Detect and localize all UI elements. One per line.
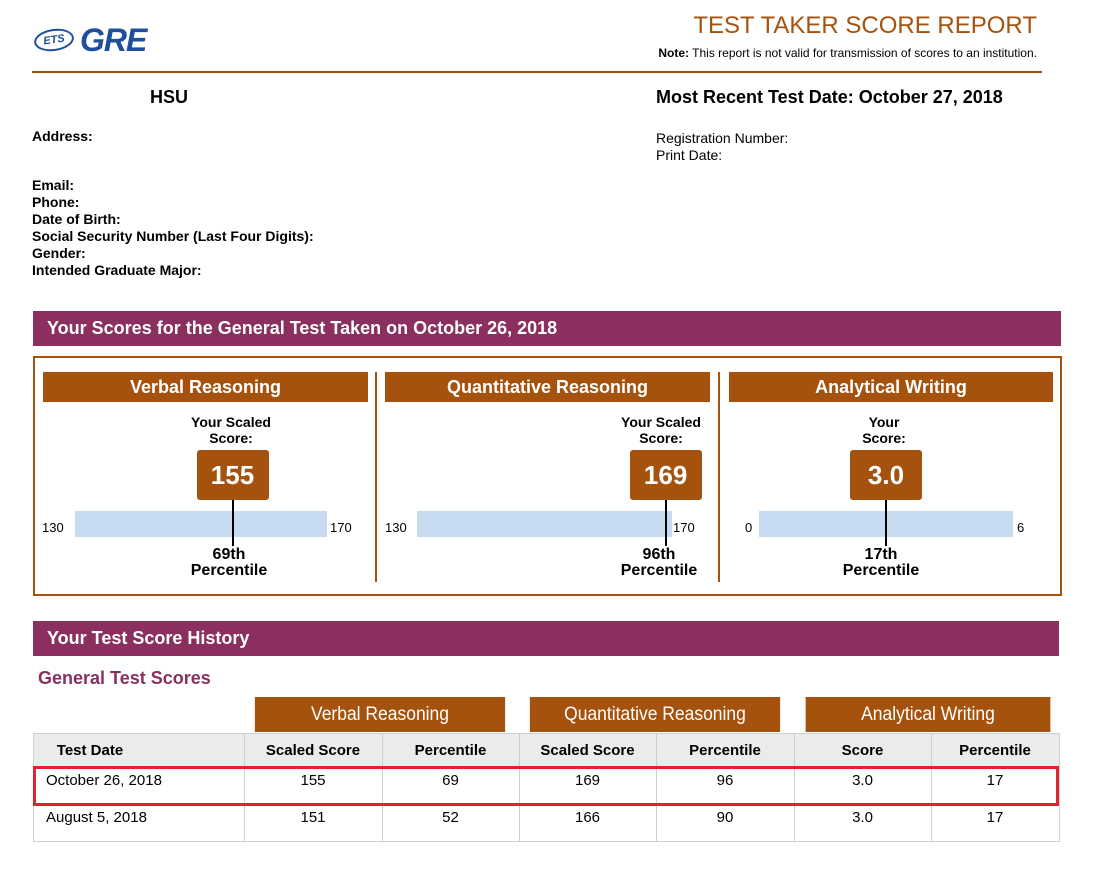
column-header-writing-percentile: Percentile xyxy=(959,741,1031,759)
score-label-line: Your Scaled xyxy=(621,414,701,430)
row-writing-percentile: 17 xyxy=(986,771,1004,789)
ets-gre-logo: ETS GRE xyxy=(32,21,147,58)
writing-score-label: Your Score: xyxy=(834,414,934,446)
row-verbal-percentile: 52 xyxy=(442,808,459,826)
section-divider xyxy=(375,372,377,582)
column-header-verbal-scaled: Scaled Score xyxy=(265,741,361,759)
column-divider xyxy=(656,734,657,841)
highlighted-row-outline xyxy=(33,766,1059,806)
verbal-scale-min: 130 xyxy=(42,520,64,535)
score-history-table: Test Date Scaled Score Percentile Scaled… xyxy=(33,733,1060,842)
verbal-score-marker xyxy=(231,500,234,546)
score-label-line: Your Scaled xyxy=(191,414,271,430)
address-label: Address: xyxy=(32,128,93,144)
row-quant-scaled: 169 xyxy=(574,771,601,789)
row-verbal-scaled: 155 xyxy=(300,771,326,789)
verbal-scale-max: 170 xyxy=(330,520,352,535)
column-divider xyxy=(382,734,383,841)
writing-score-marker xyxy=(885,500,887,546)
ets-logo-icon: ETS xyxy=(32,26,76,54)
writing-section-header: Analytical Writing xyxy=(729,372,1053,402)
email-label: Email: xyxy=(32,177,75,193)
general-test-scores-title: General Test Scores xyxy=(38,668,211,688)
verbal-section-header: Verbal Reasoning xyxy=(43,372,368,402)
column-divider xyxy=(519,734,520,841)
scores-banner: Your Scores for the General Test Taken o… xyxy=(33,311,1061,346)
dob-label: Date of Birth: xyxy=(32,211,121,227)
writing-percentile: 17th Percentile xyxy=(821,547,941,579)
note-label: Note: xyxy=(658,46,690,60)
history-group-quant: Quantitative Reasoning xyxy=(529,697,781,732)
header-divider xyxy=(32,71,1042,73)
score-panel: Verbal Reasoning Your Scaled Score: 155 … xyxy=(33,356,1062,596)
quant-scale-max: 170 xyxy=(673,520,695,535)
column-header-test-date: Test Date xyxy=(56,741,124,759)
row-verbal-percentile: 69 xyxy=(442,771,459,789)
column-header-quant-percentile: Percentile xyxy=(689,741,761,759)
verbal-score-label: Your Scaled Score: xyxy=(181,414,281,446)
history-group-writing: Analytical Writing xyxy=(805,697,1051,732)
percentile-value: 69th xyxy=(212,546,246,563)
report-note: Note: This report is not valid for trans… xyxy=(658,46,1037,60)
score-label-line: Score: xyxy=(639,430,683,446)
history-group-verbal: Verbal Reasoning xyxy=(254,697,506,732)
row-quant-percentile: 90 xyxy=(716,808,734,826)
quant-section-header: Quantitative Reasoning xyxy=(385,372,710,402)
row-quant-percentile: 96 xyxy=(716,771,734,789)
row-test-date: October 26, 2018 xyxy=(46,771,162,789)
percentile-word: Percentile xyxy=(842,562,920,579)
quant-score-box: 169 xyxy=(629,450,702,500)
quant-scale-min: 130 xyxy=(385,520,407,535)
column-divider xyxy=(794,734,795,841)
gre-logo-text: GRE xyxy=(80,21,147,58)
row-verbal-scaled: 151 xyxy=(300,808,326,826)
quant-score-label: Your Scaled Score: xyxy=(611,414,711,446)
ssn-label: Social Security Number (Last Four Digits… xyxy=(32,228,314,244)
row-writing-percentile: 17 xyxy=(986,808,1004,826)
phone-label: Phone: xyxy=(32,194,80,210)
verbal-score-box: 155 xyxy=(196,450,269,500)
score-label-line: Score: xyxy=(862,430,906,446)
percentile-word: Percentile xyxy=(620,562,698,579)
report-title: TEST TAKER SCORE REPORT xyxy=(693,12,1037,39)
section-divider xyxy=(718,372,720,582)
quant-percentile: 96th Percentile xyxy=(599,547,719,579)
score-label-line: Your xyxy=(868,414,900,430)
test-taker-name: HSU xyxy=(150,87,189,107)
verbal-scale-bar xyxy=(75,511,327,537)
history-banner: Your Test Score History xyxy=(33,621,1059,656)
column-header-writing-score: Score xyxy=(841,741,884,759)
column-divider xyxy=(244,734,245,841)
column-divider xyxy=(931,734,932,841)
column-header-quant-scaled: Scaled Score xyxy=(540,741,635,759)
percentile-value: 96th xyxy=(642,546,676,563)
writing-scale-min: 0 xyxy=(745,520,753,535)
percentile-value: 17th xyxy=(864,546,898,563)
gender-label: Gender: xyxy=(32,245,86,261)
verbal-percentile: 69th Percentile xyxy=(169,547,289,579)
percentile-word: Percentile xyxy=(190,562,268,579)
print-date-label: Print Date: xyxy=(656,147,723,163)
major-label: Intended Graduate Major: xyxy=(32,262,202,278)
quant-score-marker xyxy=(664,500,667,546)
registration-number-label: Registration Number: xyxy=(656,130,789,146)
row-quant-scaled: 166 xyxy=(574,808,601,826)
row-writing-score: 3.0 xyxy=(852,808,873,826)
quant-scale-bar xyxy=(417,511,672,537)
score-label-line: Score: xyxy=(209,430,253,446)
column-header-verbal-percentile: Percentile xyxy=(414,741,487,759)
most-recent-test-date: Most Recent Test Date: October 27, 2018 xyxy=(656,87,1003,107)
note-text: This report is not valid for transmissio… xyxy=(689,46,1037,60)
writing-scale-max: 6 xyxy=(1017,520,1025,535)
row-test-date: August 5, 2018 xyxy=(46,808,147,826)
row-writing-score: 3.0 xyxy=(852,771,873,789)
table-header-row xyxy=(34,734,1059,766)
writing-score-box: 3.0 xyxy=(850,450,922,500)
